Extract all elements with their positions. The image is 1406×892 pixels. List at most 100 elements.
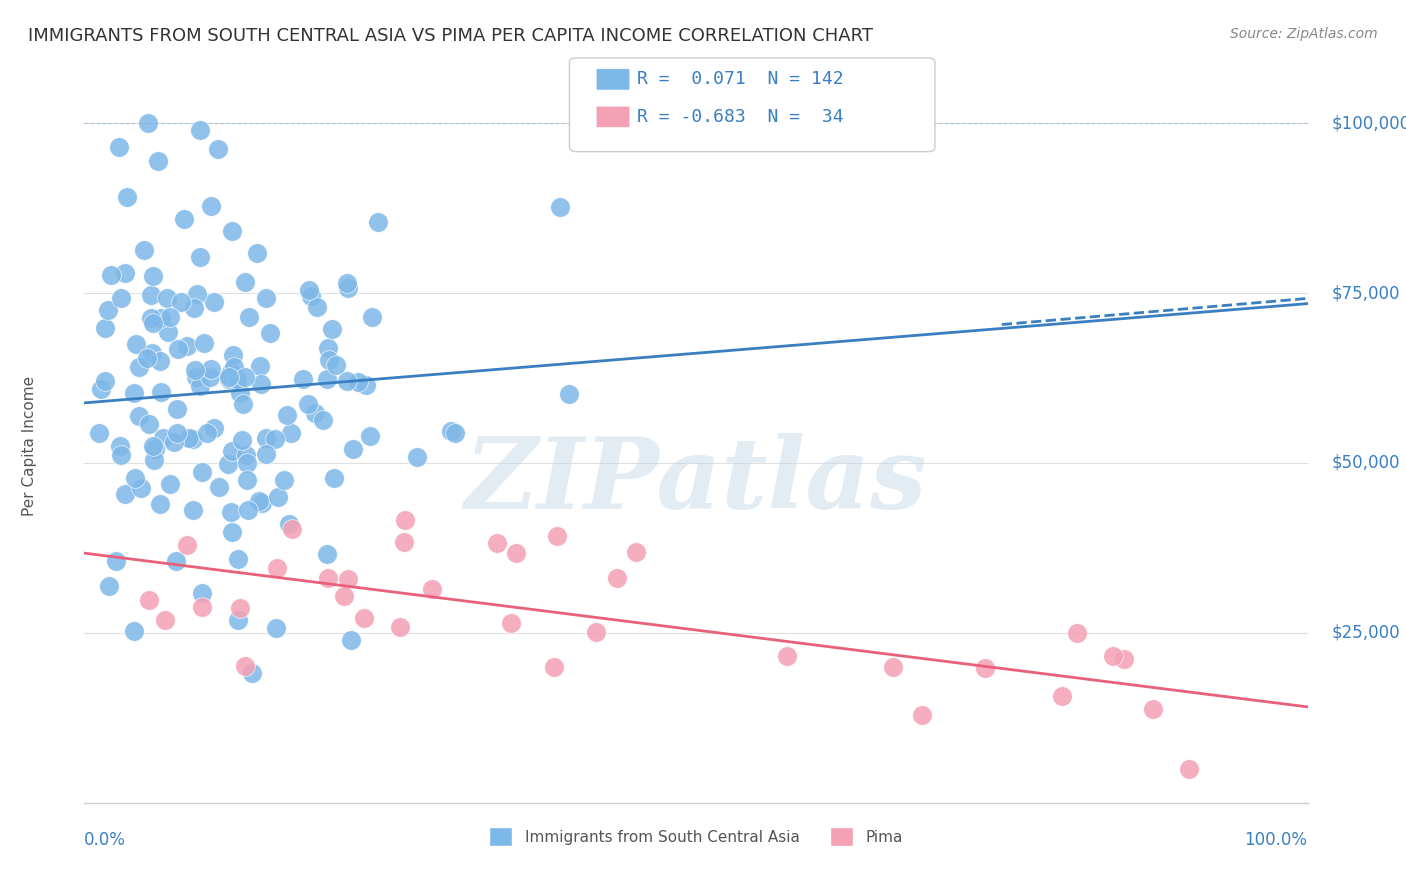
Point <box>359 429 381 443</box>
Point <box>183 363 205 377</box>
Point <box>124 470 146 484</box>
Point <box>221 444 243 458</box>
Point <box>548 200 571 214</box>
Point <box>218 370 240 384</box>
Point <box>125 337 148 351</box>
Text: $75,000: $75,000 <box>1331 284 1400 302</box>
Point <box>108 439 131 453</box>
Point <box>153 613 176 627</box>
Point <box>505 546 527 560</box>
Point <box>110 448 132 462</box>
Point <box>221 224 243 238</box>
Point <box>173 211 195 226</box>
Point <box>305 301 328 315</box>
Point <box>200 199 222 213</box>
Point <box>325 358 347 372</box>
Text: 100.0%: 100.0% <box>1244 831 1308 849</box>
Point <box>236 473 259 487</box>
Point <box>1066 625 1088 640</box>
Point <box>141 346 163 360</box>
Point <box>626 545 648 559</box>
Point <box>318 352 340 367</box>
Point <box>336 374 359 388</box>
Point <box>218 372 240 386</box>
Point <box>278 516 301 531</box>
Point <box>388 620 411 634</box>
Point <box>264 621 287 635</box>
Point <box>226 613 249 627</box>
Point <box>1142 702 1164 716</box>
Point <box>353 611 375 625</box>
Point <box>231 433 253 447</box>
Text: $50,000: $50,000 <box>1331 454 1400 472</box>
Text: $100,000: $100,000 <box>1331 114 1406 132</box>
Point <box>149 311 172 326</box>
Point <box>202 421 225 435</box>
Point <box>266 560 288 574</box>
Text: Source: ZipAtlas.com: Source: ZipAtlas.com <box>1230 27 1378 41</box>
Point <box>250 496 273 510</box>
Point <box>439 424 461 438</box>
Point <box>142 316 165 330</box>
Point <box>143 442 166 456</box>
Point <box>249 359 271 373</box>
Point <box>233 370 256 384</box>
Point <box>138 593 160 607</box>
Point <box>228 386 250 401</box>
Point <box>146 153 169 168</box>
Point <box>152 432 174 446</box>
Point <box>297 397 319 411</box>
Point <box>193 335 215 350</box>
Point <box>276 409 298 423</box>
Point <box>217 457 239 471</box>
Point <box>360 310 382 325</box>
Point <box>181 503 204 517</box>
Point <box>134 243 156 257</box>
Point <box>238 310 260 324</box>
Text: ZIPatlas: ZIPatlas <box>465 434 927 530</box>
Point <box>176 538 198 552</box>
Point <box>236 503 259 517</box>
Point <box>195 426 218 441</box>
Point <box>142 453 165 467</box>
Point <box>299 289 322 303</box>
Point <box>233 659 256 673</box>
Point <box>167 342 190 356</box>
Point <box>280 425 302 440</box>
Point <box>166 425 188 440</box>
Point <box>501 615 523 630</box>
Point <box>129 481 152 495</box>
Point <box>232 397 254 411</box>
Legend: Immigrants from South Central Asia, Pima: Immigrants from South Central Asia, Pima <box>484 822 908 852</box>
Point <box>606 571 628 585</box>
Point <box>1101 648 1123 663</box>
Point <box>179 431 201 445</box>
Point <box>115 190 138 204</box>
Point <box>546 529 568 543</box>
Point <box>254 431 277 445</box>
Point <box>882 660 904 674</box>
Point <box>316 341 339 355</box>
Point <box>221 525 243 540</box>
Point <box>1050 689 1073 703</box>
Point <box>122 385 145 400</box>
Point <box>89 382 111 396</box>
Point <box>150 385 173 400</box>
Point <box>315 372 337 386</box>
Point <box>155 291 177 305</box>
Point <box>114 487 136 501</box>
Point <box>336 281 359 295</box>
Point <box>97 303 120 318</box>
Point <box>259 326 281 340</box>
Point <box>247 494 270 508</box>
Point <box>165 554 187 568</box>
Point <box>264 432 287 446</box>
Point <box>336 572 359 586</box>
Point <box>336 277 359 291</box>
Point <box>157 325 180 339</box>
Point <box>139 310 162 325</box>
Point <box>94 374 117 388</box>
Point <box>776 649 799 664</box>
Point <box>188 122 211 136</box>
Point <box>235 448 257 462</box>
